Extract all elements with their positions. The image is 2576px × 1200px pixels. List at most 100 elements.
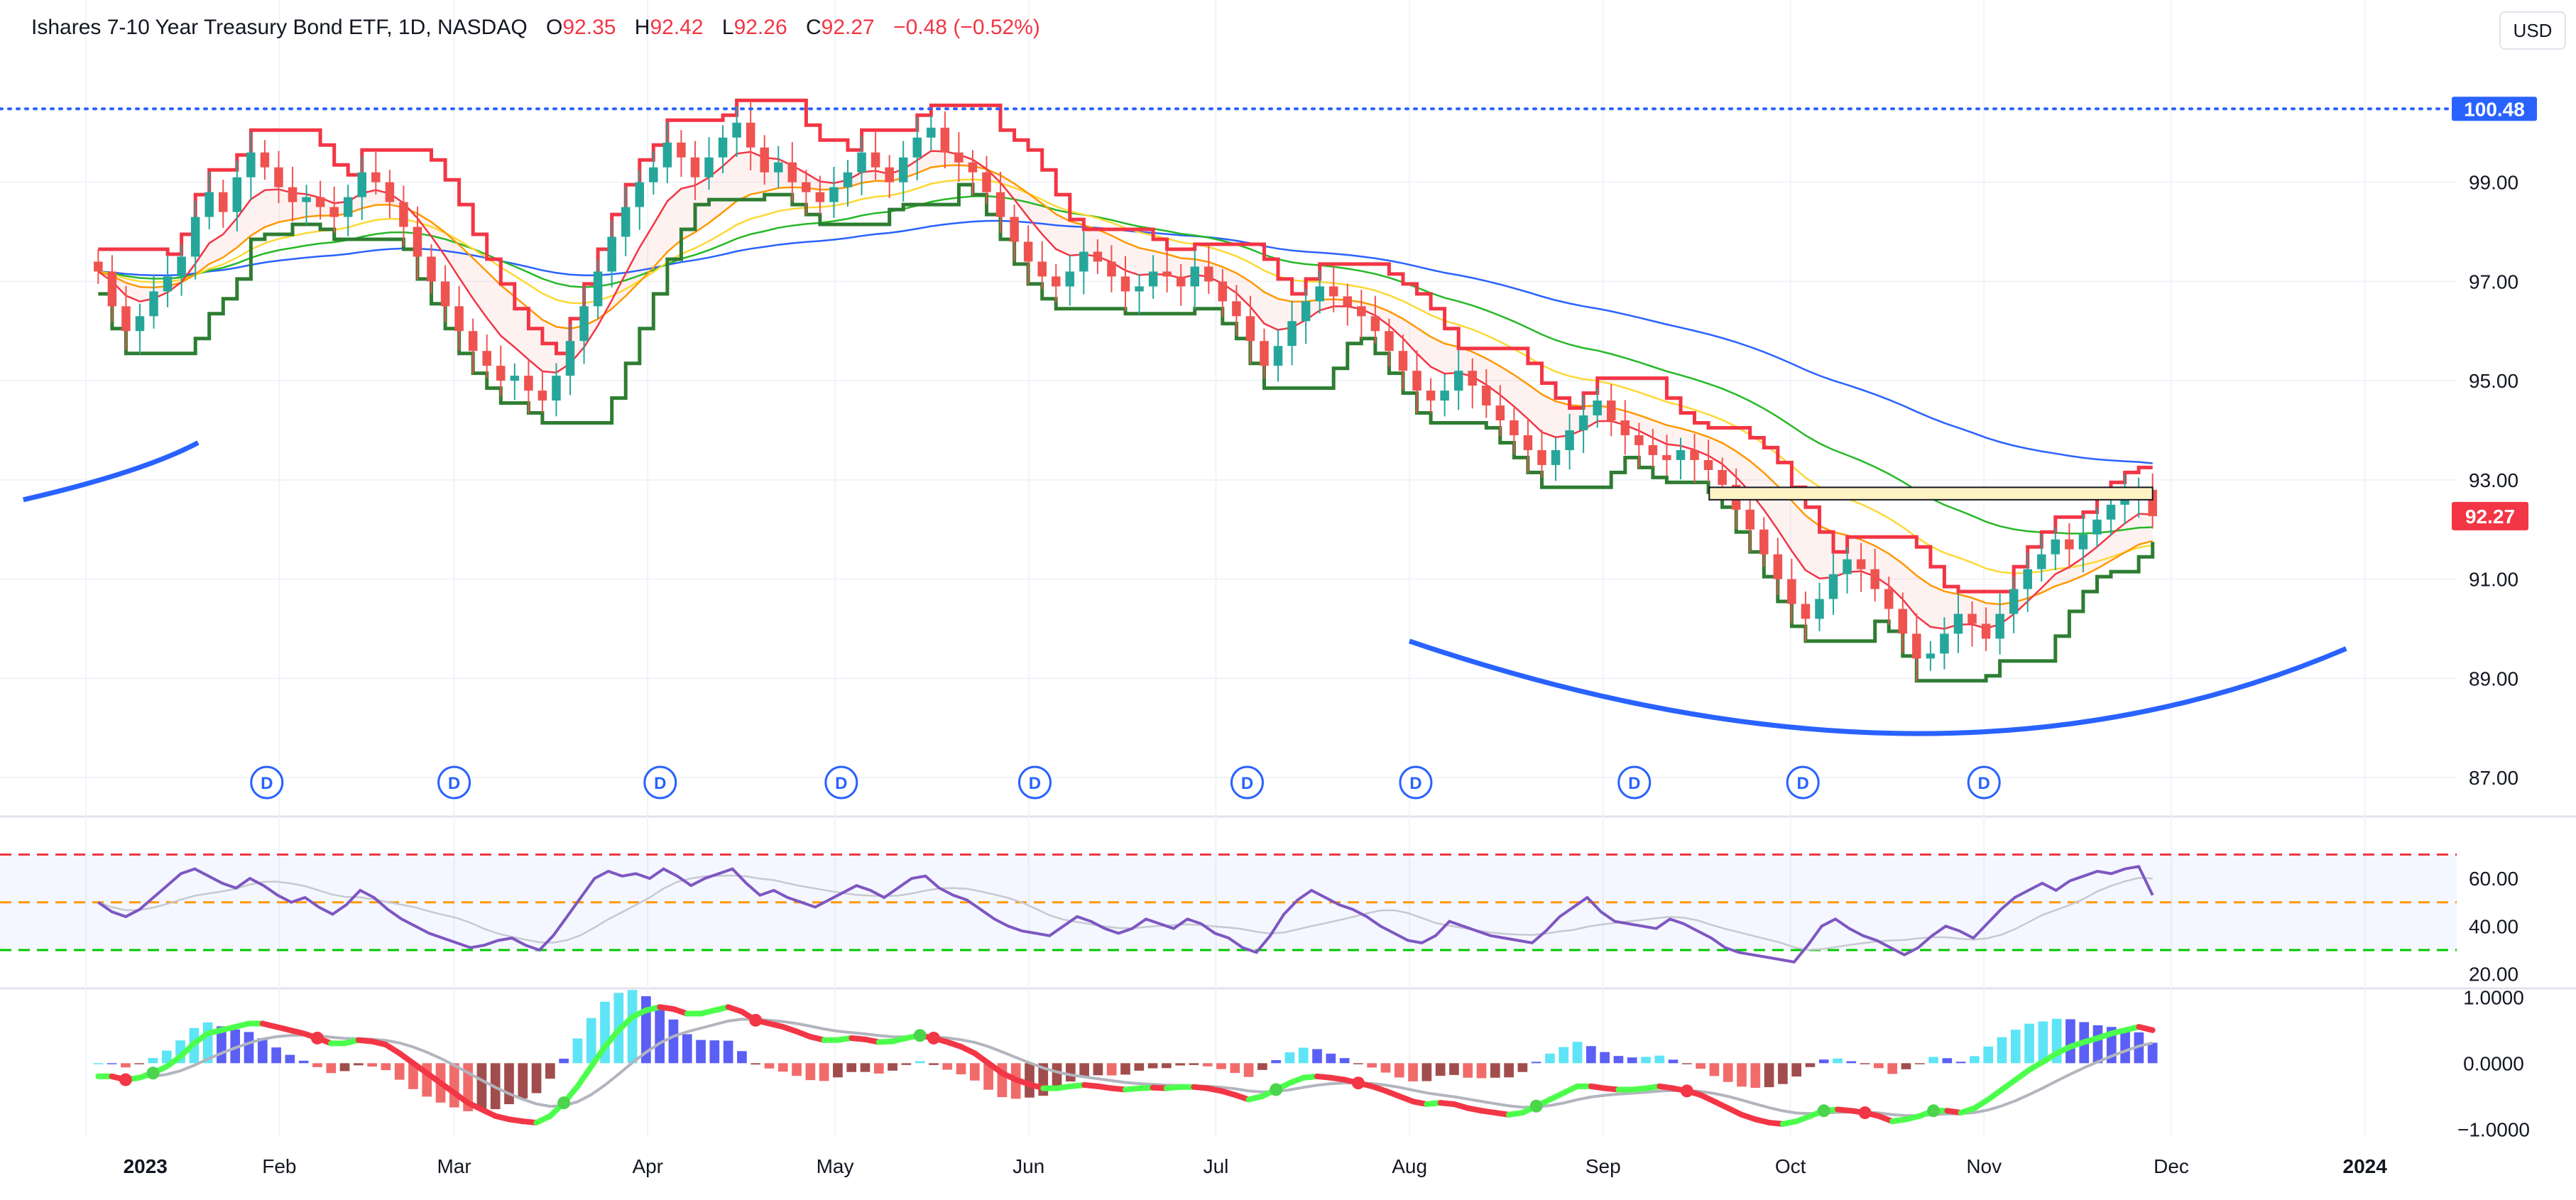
candle[interactable] [995, 171, 1005, 233]
candle[interactable] [2037, 534, 2046, 582]
candle[interactable] [1287, 300, 1297, 366]
candle[interactable] [1453, 350, 1463, 410]
dividend-marker[interactable]: D [1786, 765, 1820, 800]
candle[interactable] [704, 137, 714, 190]
candle[interactable] [1107, 245, 1116, 293]
candle[interactable] [1190, 250, 1199, 310]
candle[interactable] [468, 318, 478, 374]
candle[interactable] [1787, 558, 1796, 623]
drawing-arc-left[interactable] [23, 440, 200, 503]
candle[interactable] [1870, 548, 1879, 602]
candle[interactable] [1662, 435, 1671, 476]
candle[interactable] [1148, 255, 1158, 299]
candle[interactable] [968, 150, 978, 195]
candle[interactable] [1995, 593, 2004, 655]
candle[interactable] [1204, 246, 1213, 294]
candle[interactable] [787, 142, 797, 202]
candle[interactable] [1843, 547, 1852, 594]
candle[interactable] [440, 265, 450, 322]
candle[interactable] [1176, 263, 1186, 306]
candle[interactable] [1759, 517, 1769, 567]
candle[interactable] [1884, 577, 1894, 625]
candle[interactable] [1315, 270, 1324, 314]
candle[interactable] [1578, 395, 1588, 454]
candle[interactable] [982, 156, 991, 205]
candle[interactable] [1856, 542, 1866, 592]
symbol-title[interactable]: Ishares 7-10 Year Treasury Bond ETF, 1D,… [31, 16, 528, 39]
candle[interactable] [329, 186, 339, 233]
candle[interactable] [496, 345, 506, 397]
candle[interactable] [732, 106, 741, 158]
candle[interactable] [1551, 437, 1561, 481]
candle[interactable] [177, 244, 186, 296]
candle[interactable] [1898, 592, 1908, 653]
candle[interactable] [635, 170, 645, 230]
candle[interactable] [1037, 241, 1047, 289]
dividend-marker[interactable]: D [437, 765, 471, 800]
candle[interactable] [1565, 413, 1574, 470]
candle[interactable] [371, 152, 381, 195]
candle[interactable] [399, 185, 408, 246]
candle[interactable] [1135, 273, 1144, 315]
dividend-marker[interactable]: D [1399, 765, 1433, 800]
candle[interactable] [1981, 607, 1991, 651]
candle[interactable] [163, 256, 173, 307]
candle[interactable] [1676, 437, 1686, 480]
candle[interactable] [2078, 514, 2088, 572]
candle[interactable] [579, 285, 589, 364]
candle[interactable] [1815, 582, 1824, 631]
candle[interactable] [1023, 225, 1033, 285]
candle[interactable] [1370, 295, 1380, 344]
candle[interactable] [718, 125, 728, 174]
candle[interactable] [219, 180, 228, 228]
candle[interactable] [1495, 385, 1505, 437]
candle[interactable] [1010, 204, 1019, 261]
candle[interactable] [1468, 358, 1477, 409]
candle[interactable] [1648, 428, 1658, 468]
candle[interactable] [829, 166, 839, 218]
candle[interactable] [454, 285, 464, 351]
candle[interactable] [1162, 251, 1172, 293]
candle[interactable] [1773, 538, 1783, 595]
candle[interactable] [1523, 418, 1533, 474]
dividend-marker[interactable]: D [643, 765, 677, 800]
candle[interactable] [302, 185, 311, 225]
candle[interactable] [482, 334, 491, 378]
candle[interactable] [1953, 593, 1963, 653]
candle[interactable] [649, 151, 658, 195]
candle[interactable] [427, 244, 436, 294]
candle[interactable] [510, 363, 520, 400]
candle[interactable] [690, 141, 700, 200]
candle[interactable] [815, 175, 825, 215]
candle[interactable] [204, 171, 214, 230]
candle[interactable] [1232, 285, 1241, 336]
candle[interactable] [662, 122, 672, 184]
candle[interactable] [135, 303, 145, 354]
dividend-marker[interactable]: D [250, 765, 284, 800]
candle[interactable] [1510, 408, 1519, 455]
candle[interactable] [1343, 283, 1353, 326]
candle[interactable] [2092, 507, 2102, 547]
candle[interactable] [1218, 268, 1228, 317]
candle[interactable] [1093, 239, 1103, 274]
candle[interactable] [1926, 640, 1936, 671]
candle[interactable] [1912, 613, 1921, 682]
candle[interactable] [1703, 440, 1713, 483]
candle[interactable] [1357, 290, 1366, 339]
candle[interactable] [1412, 350, 1421, 414]
candle[interactable] [927, 115, 936, 151]
candle[interactable] [857, 136, 866, 195]
candle[interactable] [1440, 374, 1449, 417]
candle[interactable] [1301, 288, 1311, 344]
currency-button[interactable]: USD [2499, 11, 2566, 50]
candle[interactable] [260, 140, 270, 180]
candle[interactable] [621, 186, 631, 256]
candle[interactable] [274, 151, 283, 203]
candle[interactable] [232, 160, 242, 231]
candle[interactable] [1634, 422, 1644, 469]
candle[interactable] [2023, 552, 2032, 612]
candle[interactable] [1079, 231, 1088, 295]
price-tag-top[interactable]: 100.48 [2452, 97, 2537, 121]
candle[interactable] [1120, 256, 1130, 311]
candle[interactable] [1828, 553, 1838, 615]
